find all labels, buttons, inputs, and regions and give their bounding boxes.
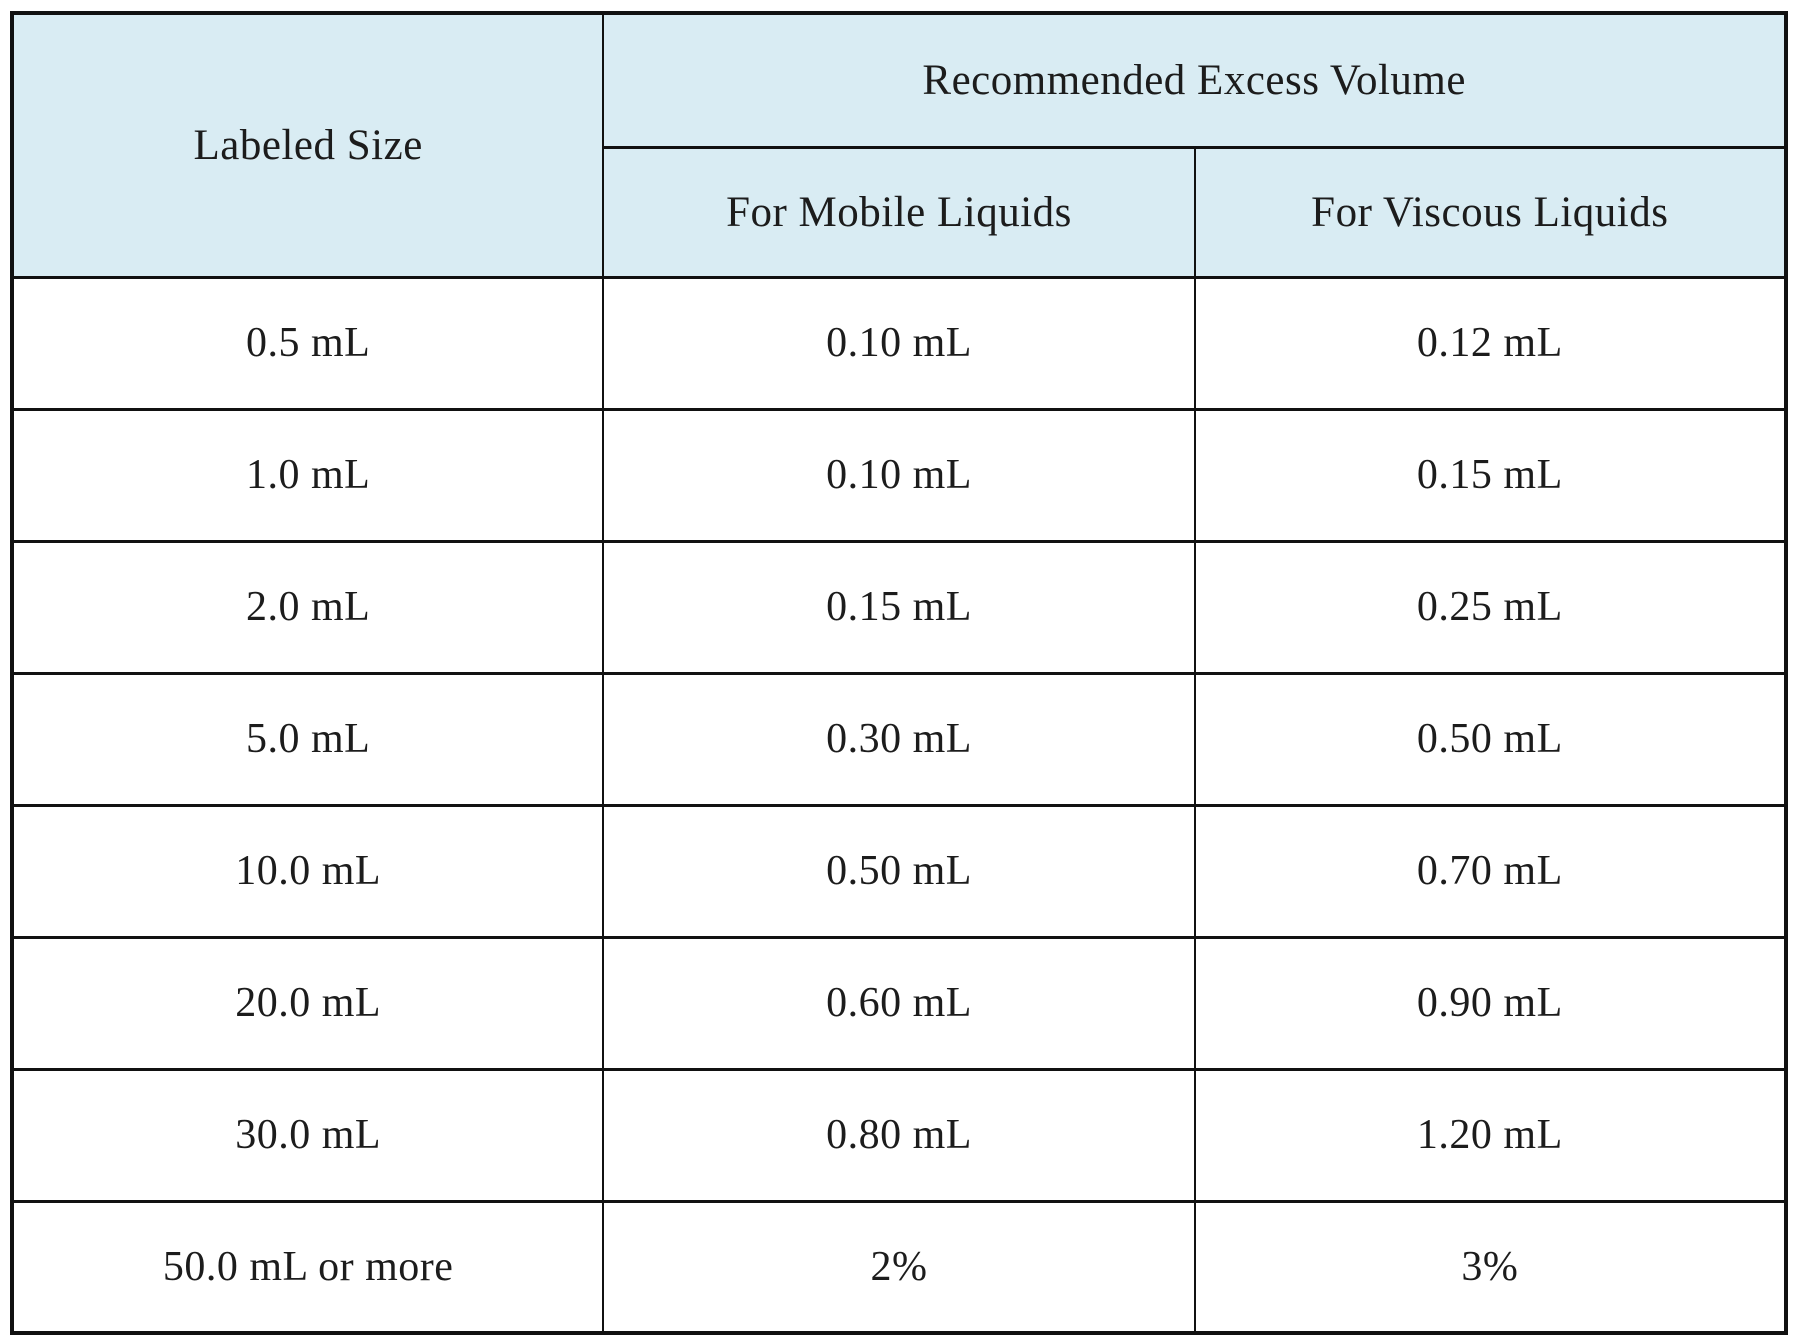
cell-viscous-liquids: 1.20 mL [1193, 1067, 1788, 1203]
cell-mobile-liquids: 0.60 mL [602, 935, 1196, 1071]
cell-viscous-liquids: 0.90 mL [1193, 935, 1788, 1071]
cell-mobile-liquids: 0.15 mL [602, 539, 1196, 675]
header-viscous-liquids: For Viscous Liquids [1193, 146, 1788, 279]
cell-viscous-liquids: 0.70 mL [1193, 803, 1788, 939]
cell-mobile-liquids: 0.30 mL [602, 671, 1196, 807]
cell-mobile-liquids: 0.10 mL [602, 407, 1196, 543]
cell-labeled-size: 1.0 mL [10, 407, 605, 543]
cell-labeled-size: 50.0 mL or more [10, 1199, 605, 1335]
header-recommended-excess-volume: Recommended Excess Volume [602, 12, 1787, 149]
table-row: 20.0 mL 0.60 mL 0.90 mL [10, 935, 1788, 1071]
cell-viscous-liquids: 0.25 mL [1193, 539, 1788, 675]
cell-labeled-size: 2.0 mL [10, 539, 605, 675]
table-row: 10.0 mL 0.50 mL 0.70 mL [10, 803, 1788, 939]
table-row: 1.0 mL 0.10 mL 0.15 mL [10, 407, 1788, 543]
table-body: 0.5 mL 0.10 mL 0.12 mL 1.0 mL 0.10 mL 0.… [10, 275, 1788, 1335]
cell-labeled-size: 20.0 mL [10, 935, 605, 1071]
cell-labeled-size: 5.0 mL [10, 671, 605, 807]
cell-mobile-liquids: 0.50 mL [602, 803, 1196, 939]
header-row-2: For Mobile Liquids For Viscous Liquids [12, 146, 1788, 279]
table-row: 30.0 mL 0.80 mL 1.20 mL [10, 1067, 1788, 1203]
cell-mobile-liquids: 0.10 mL [602, 275, 1196, 411]
cell-viscous-liquids: 3% [1193, 1199, 1788, 1335]
cell-labeled-size: 0.5 mL [10, 275, 605, 411]
cell-labeled-size: 10.0 mL [10, 803, 605, 939]
cell-viscous-liquids: 0.50 mL [1193, 671, 1788, 807]
table-row: 50.0 mL or more 2% 3% [10, 1199, 1788, 1335]
cell-labeled-size: 30.0 mL [10, 1067, 605, 1203]
cell-viscous-liquids: 0.15 mL [1193, 407, 1788, 543]
cell-mobile-liquids: 0.80 mL [602, 1067, 1196, 1203]
header-labeled-size: Labeled Size [10, 12, 605, 279]
table-row: 0.5 mL 0.10 mL 0.12 mL [10, 275, 1788, 411]
table-row: 2.0 mL 0.15 mL 0.25 mL [10, 539, 1788, 675]
table-header: Labeled Size Recommended Excess Volume F… [10, 12, 1788, 279]
table-row: 5.0 mL 0.30 mL 0.50 mL [10, 671, 1788, 807]
cell-viscous-liquids: 0.12 mL [1193, 275, 1788, 411]
header-mobile-liquids: For Mobile Liquids [602, 146, 1196, 279]
cell-mobile-liquids: 2% [602, 1199, 1196, 1335]
excess-volume-table: Labeled Size Recommended Excess Volume F… [10, 11, 1788, 1335]
header-row-1: Labeled Size Recommended Excess Volume [10, 12, 1787, 279]
